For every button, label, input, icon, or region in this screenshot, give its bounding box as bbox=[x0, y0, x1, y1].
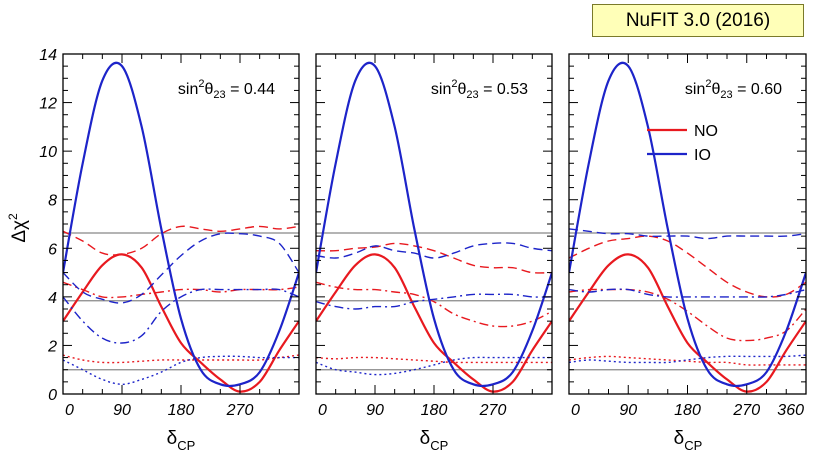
series-io-dashdot bbox=[63, 288, 299, 344]
series-no-dotted bbox=[63, 354, 299, 364]
y-tick-label: 2 bbox=[47, 338, 57, 355]
series-io-dashed bbox=[316, 242, 552, 259]
x-tick-label: 0 bbox=[318, 402, 327, 419]
y-tick-label: 8 bbox=[48, 193, 57, 210]
annotation-part: 23 bbox=[213, 89, 225, 101]
x-tick-label: 0 bbox=[65, 402, 74, 419]
series-group bbox=[316, 61, 552, 393]
x-axis-title-sub: CP bbox=[430, 438, 448, 453]
annotation-part: sin bbox=[685, 81, 705, 98]
series-no-solid bbox=[316, 253, 552, 393]
annotation-part: 23 bbox=[720, 89, 732, 101]
annotation-part: = 0.60 bbox=[733, 81, 782, 98]
series-no-dashdot bbox=[316, 281, 552, 328]
x-tick-label: 270 bbox=[479, 402, 507, 419]
x-axis-title-main: δ bbox=[674, 428, 685, 449]
series-group bbox=[63, 61, 299, 393]
y-axis-title-sup: 2 bbox=[6, 213, 20, 220]
panel-annotation: sin2θ23 = 0.60 bbox=[685, 78, 782, 101]
series-io-solid bbox=[63, 61, 299, 388]
panel-annotation: sin2θ23 = 0.44 bbox=[178, 78, 275, 101]
annotation-part: 2 bbox=[451, 78, 457, 90]
y-axis-title: Δχ2 bbox=[6, 213, 30, 243]
y-axis-title-main: Δχ bbox=[9, 220, 30, 243]
series-no-dashdot bbox=[63, 281, 299, 299]
x-tick-label: 180 bbox=[674, 402, 701, 419]
annotation-part: sin bbox=[431, 81, 451, 98]
series-io-dashdot bbox=[569, 288, 806, 298]
x-tick-label: 270 bbox=[732, 402, 760, 419]
x-axis-title-1: δCP bbox=[167, 428, 196, 453]
annotation-part: θ bbox=[457, 81, 466, 98]
version-badge-label: NuFIT 3.0 (2016) bbox=[625, 9, 771, 31]
annotation-part: = 0.44 bbox=[226, 81, 275, 98]
y-tick-label: 6 bbox=[48, 241, 57, 258]
y-tick-label: 10 bbox=[39, 144, 57, 161]
panel-annotation: sin2θ23 = 0.53 bbox=[431, 78, 528, 101]
annotation-part: θ bbox=[711, 81, 720, 98]
x-tick-label: 90 bbox=[113, 402, 131, 419]
y-tick-label: 14 bbox=[39, 47, 57, 64]
annotation-part: 23 bbox=[466, 89, 478, 101]
x-tick-label: 360 bbox=[777, 402, 804, 419]
annotation-part: = 0.53 bbox=[479, 81, 528, 98]
x-tick-label: 90 bbox=[366, 402, 384, 419]
axis-ticks bbox=[568, 53, 807, 395]
x-axis-title-main: δ bbox=[420, 428, 431, 449]
series-io-dotted bbox=[63, 355, 299, 386]
version-badge: NuFIT 3.0 (2016) bbox=[592, 4, 804, 37]
x-tick-label: 180 bbox=[168, 402, 195, 419]
series-no-dotted bbox=[316, 356, 552, 364]
x-tick-label: 180 bbox=[421, 402, 448, 419]
series-io-dashed bbox=[569, 228, 806, 240]
axis-ticks bbox=[315, 53, 553, 395]
series-group bbox=[569, 61, 806, 393]
x-axis-title-sub: CP bbox=[684, 438, 702, 453]
y-tick-label: 0 bbox=[48, 387, 57, 404]
panel-2: 0 90 180 270 sin2θ23 = 0.53 bbox=[315, 53, 553, 419]
annotation-part: sin bbox=[178, 81, 198, 98]
x-axis-title-main: δ bbox=[167, 428, 178, 449]
series-io-dashed bbox=[63, 232, 299, 304]
series-io-dashdot bbox=[316, 293, 552, 310]
annotation-part: 2 bbox=[705, 78, 711, 90]
series-no-solid bbox=[569, 253, 806, 393]
annotation-part: 2 bbox=[198, 78, 204, 90]
x-tick-label: 0 bbox=[571, 402, 580, 419]
series-no-dashed bbox=[63, 225, 299, 256]
x-axis-title-sub: CP bbox=[177, 438, 195, 453]
x-axis-title-2: δCP bbox=[420, 428, 449, 453]
annotation-part: θ bbox=[204, 81, 213, 98]
series-no-solid bbox=[63, 253, 299, 393]
panel-3: 0 90 180 270 360 sin2θ23 = 0.60 NO IO bbox=[568, 53, 807, 419]
legend-label-io: IO bbox=[694, 147, 711, 164]
x-tick-label: 90 bbox=[619, 402, 637, 419]
series-no-dashed bbox=[316, 242, 552, 274]
axis-ticks bbox=[62, 53, 300, 395]
series-io-solid bbox=[569, 61, 806, 388]
x-tick-label: 270 bbox=[226, 402, 254, 419]
series-no-dashed bbox=[569, 235, 806, 298]
y-tick-label: 4 bbox=[48, 290, 57, 307]
legend-label-no: NO bbox=[694, 123, 718, 140]
series-io-solid bbox=[316, 61, 552, 388]
y-tick-label: 12 bbox=[39, 96, 57, 113]
series-io-dotted bbox=[316, 356, 552, 376]
x-axis-title-3: δCP bbox=[674, 428, 703, 453]
